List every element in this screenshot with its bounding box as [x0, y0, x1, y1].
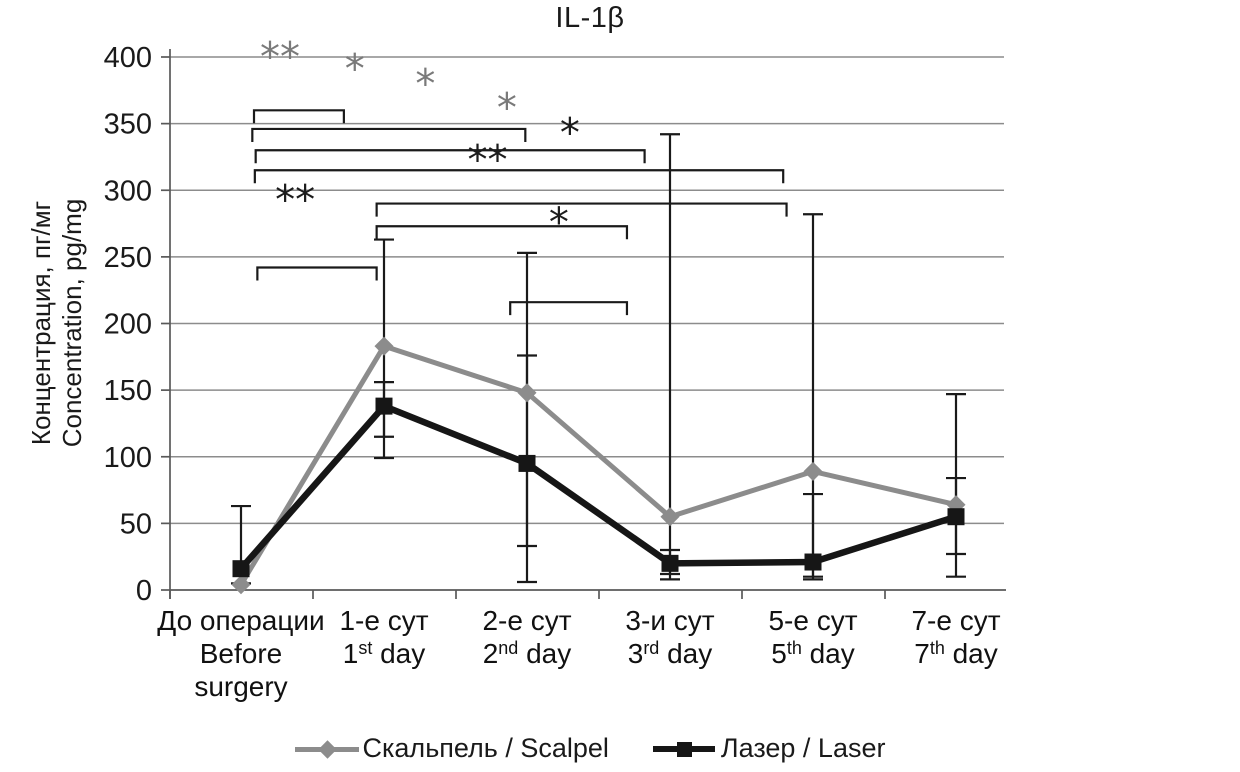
markers-scalpel — [231, 336, 966, 595]
significance-bracket — [509, 301, 629, 316]
significance-star: ** — [260, 35, 300, 81]
x-label-ru: 3-и сут — [625, 605, 714, 636]
x-label-en: 5th day — [771, 638, 855, 669]
significance-bracket — [254, 149, 646, 164]
series-line-scalpel — [238, 343, 957, 586]
significance-bracket — [375, 202, 788, 217]
y-tick-labels: 0 50 100 150 200 250 300 350 400 — [104, 42, 152, 607]
laser-legend-marker-icon — [652, 736, 717, 762]
y-tick-label: 300 — [104, 175, 152, 207]
y-tick-label: 250 — [104, 242, 152, 274]
x-label-ru: 5-е сут — [768, 605, 857, 636]
significance-star: ** — [468, 137, 508, 183]
chart-title: IL-1β — [555, 2, 625, 34]
x-label-en-line2: surgery — [194, 671, 287, 702]
x-label-ru: До операции — [157, 605, 324, 636]
significance-bracket — [253, 169, 785, 184]
y-tick-label: 400 — [104, 42, 152, 74]
y-tick-label: 350 — [104, 109, 152, 141]
x-label-ru: 7-е сут — [911, 605, 1000, 636]
laser-legend-label: Лазер / Laser — [720, 733, 886, 763]
x-label-en: 1st day — [343, 638, 426, 669]
x-label-en: Before — [200, 638, 283, 669]
significance-star: * — [549, 200, 569, 246]
significance-star: * — [497, 85, 517, 131]
gridlines — [170, 56, 1004, 525]
significance-star: * — [415, 61, 435, 107]
y-tick-label: 100 — [104, 442, 152, 474]
y-tick-label: 150 — [104, 375, 152, 407]
significance-bracket — [375, 225, 629, 240]
square-marker-icon — [232, 560, 250, 578]
x-label-ru: 1-е сут — [339, 605, 428, 636]
square-marker-icon — [804, 553, 822, 571]
y-tick-label: 0 — [136, 575, 152, 607]
significance-bracket — [252, 109, 345, 124]
y-tick-label: 200 — [104, 309, 152, 341]
x-label-ru: 2-е сут — [482, 605, 571, 636]
x-label-en: 3rd day — [628, 638, 713, 669]
legend-item-scalpel: Скальпель / Scalpel — [294, 733, 609, 764]
square-marker-icon — [661, 554, 679, 572]
significance-bracket — [251, 127, 527, 142]
square-marker-icon — [676, 741, 692, 757]
scalpel-legend-label: Скальпель / Scalpel — [362, 733, 609, 763]
legend: Скальпель / Scalpel Лазер / Laser — [170, 733, 1010, 764]
axes — [161, 49, 1006, 599]
x-label-en: 7th day — [914, 638, 998, 669]
significance-brackets — [251, 109, 788, 316]
legend-item-laser: Лазер / Laser — [652, 733, 886, 764]
diamond-marker-icon — [660, 507, 680, 527]
significance-star: ** — [275, 177, 315, 223]
diamond-marker-icon — [231, 575, 251, 595]
square-marker-icon — [947, 508, 965, 526]
x-label-en: 2nd day — [483, 638, 572, 669]
diamond-marker-icon — [317, 739, 337, 759]
markers-laser — [232, 397, 965, 578]
diamond-marker-icon — [803, 461, 823, 481]
significance-star: * — [345, 47, 365, 93]
y-tick-label: 50 — [120, 508, 152, 540]
significance-stars: ** * ******* * — [260, 35, 580, 246]
significance-star: * — [560, 111, 580, 157]
square-marker-icon — [518, 454, 536, 472]
square-marker-icon — [375, 397, 393, 415]
series-line-laser — [238, 402, 957, 571]
scalpel-legend-marker-icon — [294, 736, 359, 762]
significance-bracket — [256, 266, 378, 281]
diamond-marker-icon — [517, 383, 537, 403]
